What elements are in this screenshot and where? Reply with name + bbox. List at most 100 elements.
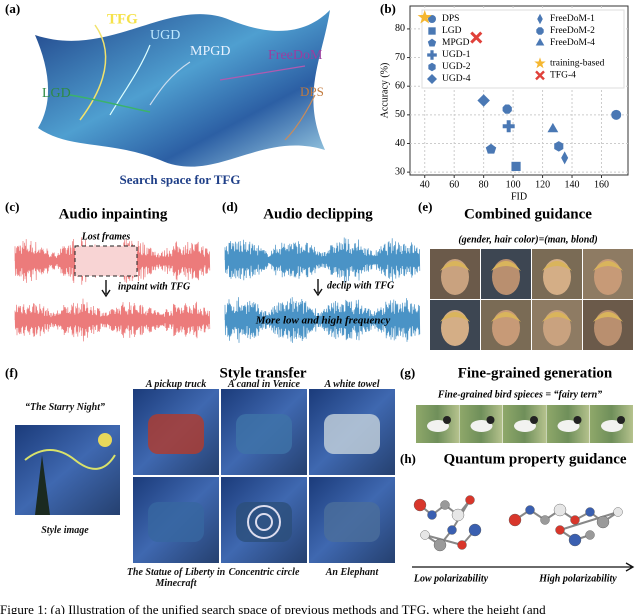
atom	[555, 525, 565, 535]
x-axis-label: FID	[511, 191, 527, 202]
atom	[540, 515, 550, 525]
legend-label: FreeDoM-2	[550, 26, 595, 36]
style-image-title: “The Starry Night”	[24, 402, 105, 413]
atom	[433, 538, 447, 552]
face	[441, 259, 469, 295]
panel-letter: (d)	[222, 199, 238, 214]
data-point	[502, 120, 515, 133]
x-tick-label: 60	[449, 179, 459, 190]
face	[543, 259, 571, 295]
face	[492, 310, 520, 346]
atom	[570, 515, 580, 525]
stylized-content	[324, 414, 380, 454]
atom	[585, 530, 595, 540]
stylized-content	[236, 502, 292, 542]
swirl	[24, 449, 116, 470]
data-point	[417, 9, 432, 24]
atom	[525, 505, 535, 515]
face	[594, 310, 622, 346]
axis-label: Low polarizability	[413, 573, 489, 584]
atom	[427, 510, 437, 520]
lost-frames-box	[74, 245, 138, 277]
surface-label: UGD	[150, 28, 180, 43]
panel-letter: (c)	[5, 199, 19, 214]
atom	[508, 513, 522, 527]
panel-title: Audio inpainting	[59, 206, 168, 222]
atom	[465, 495, 475, 505]
x-tick-label: 120	[535, 179, 550, 190]
moon	[98, 433, 112, 447]
hair	[593, 261, 623, 271]
legend-marker	[536, 27, 544, 35]
legend-label: MPGD	[442, 38, 470, 48]
panel-title: Audio declipping	[263, 206, 373, 222]
panel-letter: (h)	[400, 451, 416, 466]
face	[594, 259, 622, 295]
legend-marker	[427, 50, 437, 60]
concentric	[255, 513, 273, 531]
atom	[457, 540, 467, 550]
bird	[427, 420, 449, 432]
legend-label: FreeDoM-4	[550, 38, 595, 48]
hair	[491, 312, 521, 322]
atom	[420, 530, 430, 540]
hair	[440, 312, 470, 322]
face	[543, 310, 571, 346]
face	[492, 259, 520, 295]
atom	[468, 523, 482, 537]
legend-label: DPS	[442, 14, 459, 24]
bird	[470, 420, 493, 432]
panel-title: Style transfer	[219, 365, 306, 381]
y-tick-label: 70	[395, 52, 405, 63]
atom	[613, 507, 623, 517]
cypress	[35, 455, 50, 515]
waveform	[14, 298, 211, 342]
waveform	[224, 237, 421, 283]
panel-title: Combined guidance	[464, 206, 592, 222]
hair	[593, 312, 623, 322]
surface-label: TFG	[107, 11, 138, 27]
arrow	[101, 280, 111, 298]
legend-label: UGD-4	[442, 74, 471, 84]
hair	[440, 261, 470, 271]
trajectory	[69, 94, 151, 113]
panel-subtitle: Fine-grained bird spieces = “fairy tern”	[437, 389, 602, 400]
x-tick-label: 80	[479, 179, 489, 190]
bird	[601, 420, 623, 432]
trajectory	[284, 94, 316, 141]
plot-frame	[409, 5, 629, 176]
panel-letter: (e)	[418, 199, 432, 214]
surface-label: MPGD	[190, 44, 230, 59]
y-tick-label: 40	[395, 138, 405, 149]
data-point	[502, 104, 512, 114]
panel-letter: (f)	[5, 365, 18, 380]
panel-letter: (g)	[400, 365, 415, 380]
surface-label: FreeDoM	[268, 48, 323, 63]
atom	[568, 533, 582, 547]
atom	[596, 515, 610, 529]
prompt-label: An Elephant	[325, 567, 379, 578]
panel-title: Fine-grained generation	[458, 365, 613, 381]
atom	[413, 498, 427, 512]
trajectory	[149, 61, 191, 106]
y-tick-label: 30	[395, 166, 405, 177]
prompt-label: A pickup truck	[145, 379, 207, 390]
hair	[491, 261, 521, 271]
legend-label: TFG-4	[550, 71, 576, 81]
bird-head	[486, 416, 495, 424]
stylized-content	[148, 502, 204, 542]
arrow	[313, 279, 323, 297]
legend-label: FreeDoM-1	[550, 14, 595, 24]
legend-label: UGD-2	[442, 62, 471, 72]
bird	[514, 420, 536, 432]
atom	[451, 508, 465, 522]
data-point	[561, 151, 569, 165]
panel-subtitle: (gender, hair color)=(man, blond)	[458, 234, 597, 245]
y-tick-label: 80	[395, 23, 405, 34]
prompt-label: A white towel	[324, 379, 380, 390]
style-image-label: Style image	[41, 525, 89, 536]
data-point	[611, 109, 622, 120]
axis-label: High polarizability	[538, 573, 617, 584]
